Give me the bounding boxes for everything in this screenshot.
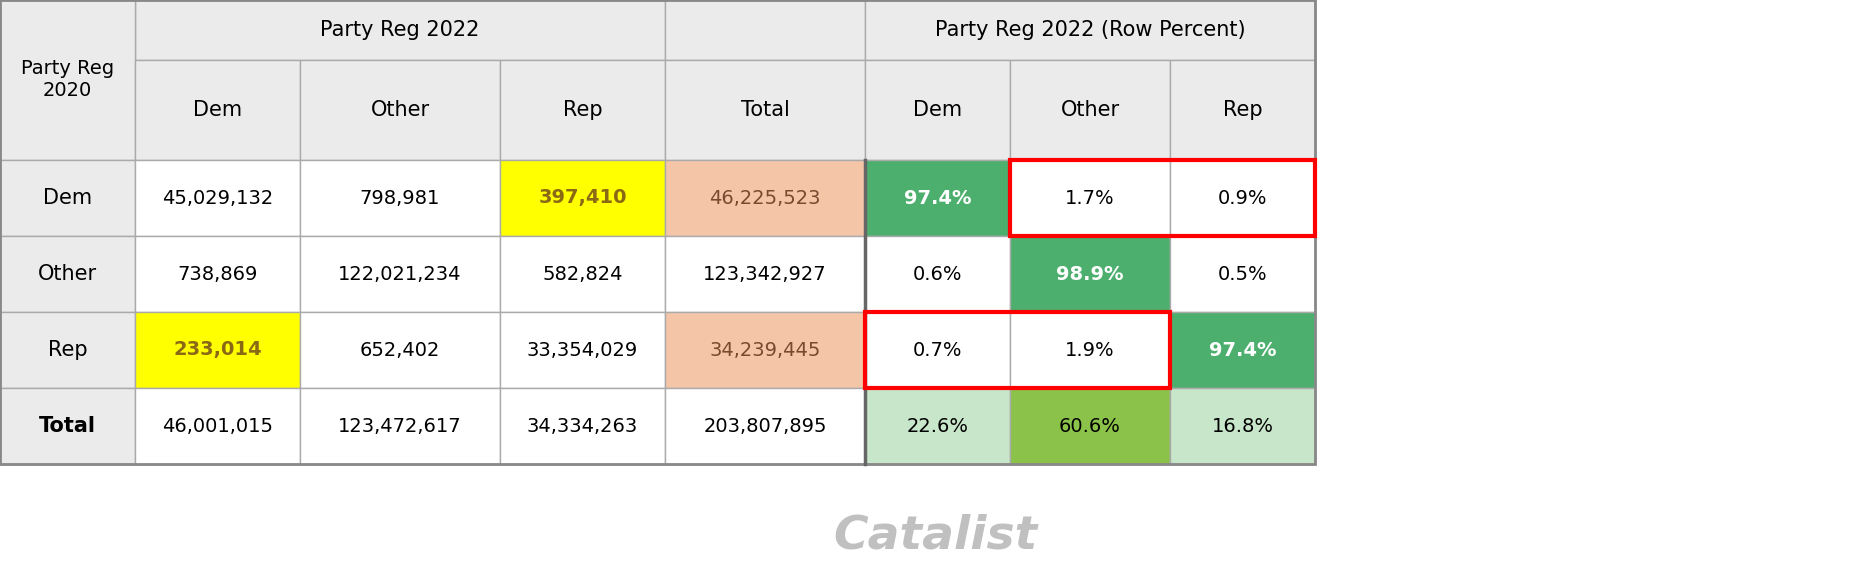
Text: 46,225,523: 46,225,523	[709, 189, 821, 207]
Text: Rep: Rep	[49, 340, 88, 360]
Bar	[1010, 312, 1171, 388]
Bar	[1010, 160, 1171, 236]
Text: Rep: Rep	[1223, 100, 1262, 120]
Text: 1.9%: 1.9%	[1066, 340, 1115, 359]
Text: 98.9%: 98.9%	[1057, 264, 1124, 284]
Bar	[666, 160, 866, 236]
Bar	[866, 312, 1171, 388]
Text: 97.4%: 97.4%	[1208, 340, 1275, 359]
Text: 45,029,132: 45,029,132	[163, 189, 273, 207]
Bar	[1010, 236, 1171, 312]
Bar	[866, 160, 1010, 236]
Text: 33,354,029: 33,354,029	[527, 340, 638, 359]
Bar	[1171, 236, 1315, 312]
Bar	[0, 236, 135, 312]
Text: 60.6%: 60.6%	[1058, 417, 1120, 435]
Bar	[135, 388, 299, 464]
Text: 122,021,234: 122,021,234	[338, 264, 462, 284]
Bar	[666, 0, 866, 60]
Bar	[299, 160, 499, 236]
Bar	[499, 60, 666, 160]
Bar	[666, 60, 866, 160]
Bar	[1171, 388, 1315, 464]
Bar	[1171, 60, 1315, 160]
Bar	[1010, 388, 1171, 464]
Bar	[135, 160, 299, 236]
Text: 123,472,617: 123,472,617	[338, 417, 462, 435]
Bar	[299, 60, 499, 160]
Bar	[0, 312, 135, 388]
Text: Total: Total	[39, 416, 95, 436]
Text: 123,342,927: 123,342,927	[703, 264, 827, 284]
Bar	[499, 312, 666, 388]
Text: Dem: Dem	[193, 100, 241, 120]
Text: 203,807,895: 203,807,895	[703, 417, 827, 435]
Text: 582,824: 582,824	[542, 264, 623, 284]
Text: 46,001,015: 46,001,015	[163, 417, 273, 435]
Bar	[499, 160, 666, 236]
Text: 0.6%: 0.6%	[913, 264, 963, 284]
Text: Dem: Dem	[913, 100, 961, 120]
Text: 16.8%: 16.8%	[1212, 417, 1273, 435]
Bar	[0, 0, 135, 60]
Bar	[135, 60, 299, 160]
Text: Total: Total	[741, 100, 789, 120]
Text: 0.9%: 0.9%	[1217, 189, 1268, 207]
Bar	[499, 236, 666, 312]
Bar	[1171, 160, 1315, 236]
Text: Other: Other	[1060, 100, 1120, 120]
Bar	[0, 160, 135, 236]
Text: Catalist: Catalist	[832, 513, 1038, 558]
Bar	[135, 236, 299, 312]
Text: Other: Other	[37, 264, 97, 284]
Bar	[866, 0, 1315, 60]
Bar	[1010, 160, 1315, 236]
Text: 652,402: 652,402	[359, 340, 439, 359]
Text: Party Reg 2022: Party Reg 2022	[320, 20, 481, 40]
Text: 34,239,445: 34,239,445	[709, 340, 821, 359]
Text: Party Reg 2022 (Row Percent): Party Reg 2022 (Row Percent)	[935, 20, 1245, 40]
Bar	[299, 236, 499, 312]
Text: 0.7%: 0.7%	[913, 340, 963, 359]
Bar	[0, 0, 135, 160]
Bar	[866, 60, 1010, 160]
Bar	[666, 236, 866, 312]
Bar	[866, 388, 1010, 464]
Bar	[135, 0, 666, 60]
Text: Dem: Dem	[43, 188, 92, 208]
Text: 738,869: 738,869	[178, 264, 258, 284]
Bar	[666, 312, 866, 388]
Bar	[866, 236, 1010, 312]
Text: 97.4%: 97.4%	[903, 189, 971, 207]
Bar	[299, 388, 499, 464]
Text: 0.5%: 0.5%	[1217, 264, 1268, 284]
Text: Other: Other	[370, 100, 430, 120]
Bar	[866, 312, 1010, 388]
Bar	[1010, 60, 1171, 160]
Bar	[666, 388, 866, 464]
Bar	[0, 0, 1315, 464]
Bar	[299, 312, 499, 388]
Bar	[0, 388, 135, 464]
Bar	[1171, 312, 1315, 388]
Text: Party Reg
2020: Party Reg 2020	[21, 60, 114, 101]
Text: 233,014: 233,014	[174, 340, 262, 359]
Text: 22.6%: 22.6%	[907, 417, 969, 435]
Text: 1.7%: 1.7%	[1066, 189, 1115, 207]
Text: Rep: Rep	[563, 100, 602, 120]
Text: 397,410: 397,410	[539, 189, 626, 207]
Text: 34,334,263: 34,334,263	[527, 417, 638, 435]
Bar	[499, 388, 666, 464]
Bar	[135, 312, 299, 388]
Text: 798,981: 798,981	[359, 189, 439, 207]
